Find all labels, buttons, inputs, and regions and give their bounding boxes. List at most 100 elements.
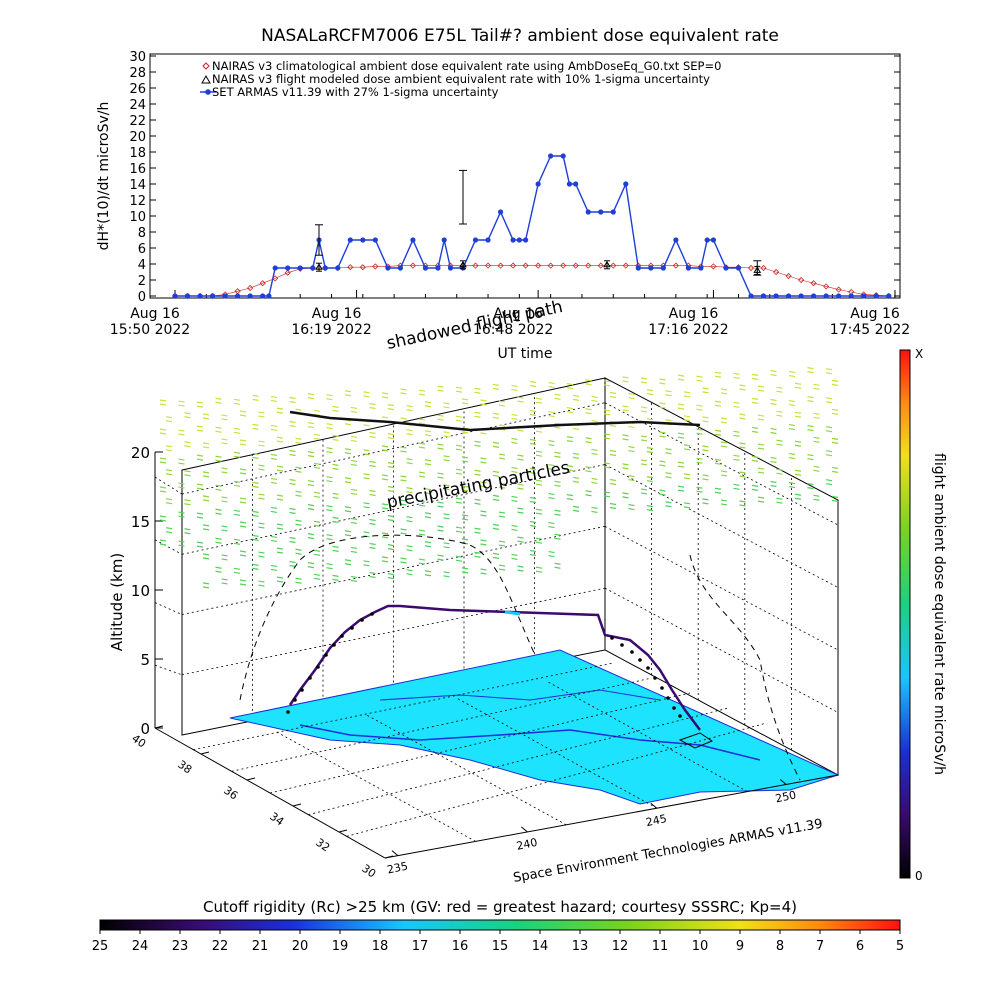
wall-gridline — [604, 402, 839, 526]
particle-mark — [665, 476, 672, 479]
series-layer — [171, 153, 892, 300]
particle-mark — [492, 470, 500, 473]
particle-mark — [276, 576, 284, 579]
particle-mark — [788, 481, 796, 485]
particle-mark — [461, 538, 469, 541]
particle-mark — [548, 550, 555, 554]
particle-mark — [369, 546, 376, 550]
armas-point — [685, 265, 691, 271]
particle-mark — [363, 560, 370, 563]
legend-entry-flight-modeled: NAIRAS v3 flight modeled dose ambient eq… — [201, 72, 710, 86]
flight-path-points — [286, 612, 682, 718]
particle-mark — [831, 408, 839, 411]
particle-mark — [659, 382, 666, 385]
particle-mark — [609, 502, 617, 506]
particle-mark — [720, 441, 728, 444]
particle-mark — [683, 415, 691, 418]
cutoff-tick-label: 20 — [292, 939, 309, 954]
floor-gridline — [308, 707, 729, 816]
armas-point — [673, 237, 679, 243]
particle-mark — [221, 582, 228, 585]
particle-mark — [640, 410, 648, 413]
particle-mark — [289, 478, 296, 482]
particle-mark — [233, 542, 241, 545]
particle-mark — [492, 527, 500, 530]
cutoff-tick-label: 21 — [252, 939, 269, 954]
particle-mark — [474, 469, 481, 472]
particle-mark — [529, 380, 537, 384]
lon-tick — [779, 779, 787, 785]
particle-mark — [221, 578, 228, 581]
particle-mark — [807, 487, 814, 490]
particle-mark — [474, 415, 481, 418]
particle-mark — [640, 492, 648, 495]
flight-point — [620, 643, 624, 647]
particle-mark — [215, 401, 222, 404]
particle-mark — [400, 561, 407, 564]
wall-gridline — [181, 464, 606, 555]
particle-mark — [554, 537, 561, 540]
particle-mark — [622, 467, 629, 470]
particle-mark — [492, 445, 500, 448]
particle-mark — [825, 454, 833, 457]
particle-mark — [665, 472, 672, 475]
particle-mark — [665, 448, 672, 451]
particle-mark — [313, 495, 321, 498]
particle-mark — [307, 508, 315, 511]
particle-mark — [757, 467, 765, 470]
particle-mark — [813, 383, 820, 386]
particle-mark — [215, 541, 222, 544]
particle-mark — [215, 570, 222, 573]
particle-mark — [344, 563, 352, 566]
particle-mark — [239, 472, 247, 475]
particle-mark — [165, 420, 173, 423]
particle-mark — [628, 507, 635, 511]
particle-mark — [622, 463, 629, 466]
particle-mark — [437, 554, 444, 557]
particle-mark — [498, 568, 506, 571]
particle-mark — [387, 519, 395, 522]
particle-mark — [424, 430, 432, 433]
armas-point — [823, 293, 829, 299]
armas-point — [410, 237, 416, 243]
armas-point — [785, 293, 792, 299]
particle-mark — [492, 412, 500, 415]
particle-mark — [202, 413, 210, 416]
flight-point — [630, 650, 634, 654]
particle-mark — [313, 433, 321, 436]
particle-mark — [548, 381, 555, 385]
particle-mark — [813, 469, 820, 472]
particle-mark — [270, 535, 278, 539]
particle-mark — [295, 523, 302, 526]
particle-mark — [196, 405, 204, 408]
shadowed-path-left — [239, 534, 536, 701]
particle-mark — [554, 562, 561, 565]
particle-mark — [492, 383, 500, 386]
particle-mark — [825, 426, 833, 429]
particle-mark — [258, 468, 265, 471]
particle-mark — [258, 411, 265, 414]
particle-mark — [554, 455, 561, 458]
particle-mark — [677, 436, 685, 439]
particle-mark — [813, 494, 820, 497]
particle-mark — [622, 492, 629, 495]
climatological-point — [247, 284, 254, 292]
particle-mark — [776, 390, 783, 393]
particle-mark — [794, 469, 802, 472]
floor-edge-lat — [154, 727, 386, 859]
particle-mark — [233, 571, 241, 574]
particle-mark — [702, 498, 709, 501]
particle-mark — [628, 396, 635, 400]
particle-mark — [480, 572, 487, 575]
particle-mark — [535, 537, 543, 540]
particle-mark — [239, 443, 247, 446]
armas-point — [397, 265, 403, 271]
particle-mark — [326, 538, 333, 541]
particle-mark — [437, 529, 444, 532]
particle-mark — [455, 559, 463, 562]
particle-mark — [289, 482, 296, 486]
dose-colorbar: X 0 flight ambient dose equivalent rate … — [899, 347, 947, 883]
floor-gridline — [366, 714, 567, 826]
particle-mark — [554, 451, 561, 454]
